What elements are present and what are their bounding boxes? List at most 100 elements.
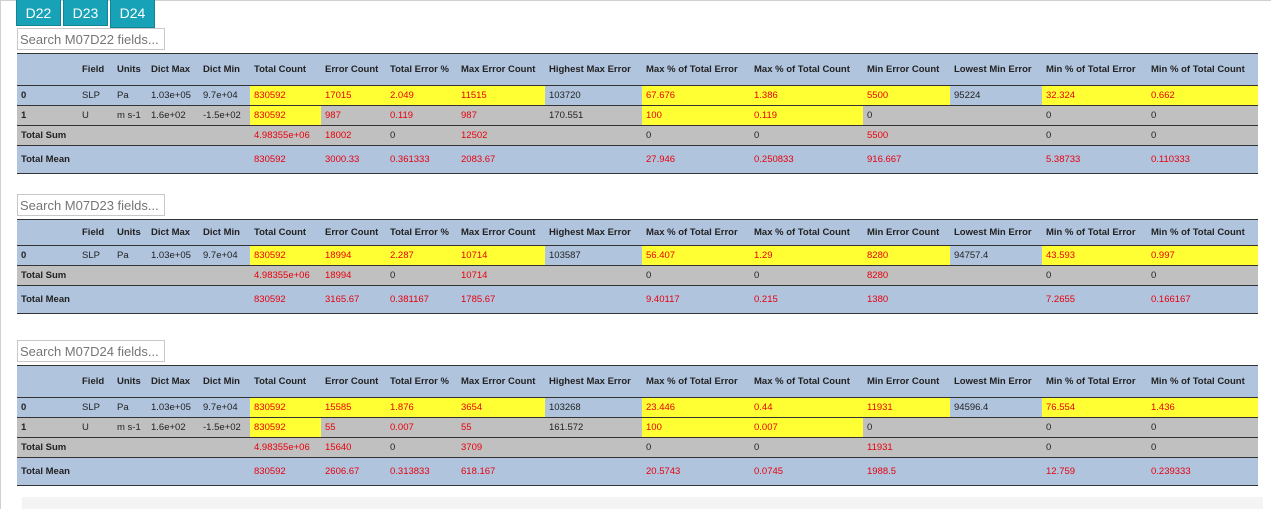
table-cell: SLP [78, 245, 113, 266]
table-cell: 1785.67 [457, 285, 545, 314]
table-cell: 0.0745 [750, 457, 863, 486]
column-header[interactable]: Min % of Total Count [1147, 365, 1258, 398]
column-header[interactable]: Error Count [321, 53, 386, 86]
column-header[interactable]: Min % of Total Error [1042, 53, 1147, 86]
column-header[interactable]: Dict Max [147, 365, 199, 398]
column-header[interactable]: Field [78, 53, 113, 86]
column-header[interactable]: Units [113, 219, 147, 246]
column-header[interactable]: Min Error Count [863, 53, 950, 86]
table-cell: 830592 [250, 285, 321, 314]
column-header[interactable]: Max Error Count [457, 365, 545, 398]
header-index[interactable] [17, 219, 78, 246]
column-header[interactable]: Min % of Total Error [1042, 219, 1147, 246]
column-header[interactable]: Total Count [250, 53, 321, 86]
column-header[interactable]: Min Error Count [863, 219, 950, 246]
table-cell: m s-1 [113, 105, 147, 126]
table-cell: 0.44 [750, 397, 863, 418]
column-header[interactable]: Min % of Total Count [1147, 53, 1258, 86]
table-cell: U [78, 417, 113, 438]
column-header[interactable]: Total Count [250, 365, 321, 398]
tab-d23[interactable]: D23 [63, 0, 108, 26]
column-header[interactable]: Error Count [321, 365, 386, 398]
table-cell: 7.2655 [1042, 285, 1147, 314]
column-header[interactable]: Max Error Count [457, 219, 545, 246]
column-header[interactable]: Units [113, 53, 147, 86]
table-cell: 3654 [457, 397, 545, 418]
row-label: 0 [17, 85, 78, 106]
column-header[interactable]: Field [78, 219, 113, 246]
column-header[interactable]: Max % of Total Error [642, 53, 750, 86]
table-cell: 0 [386, 437, 457, 458]
search-input[interactable] [17, 340, 165, 362]
table-row: 0 SLP Pa 1.03e+05 9.7e+04 830592 18994 2.287 107… [17, 245, 1258, 266]
horizontal-scrollbar[interactable] [22, 497, 1263, 509]
table-cell: 0 [1042, 105, 1147, 126]
data-table: Field Units Dict Max Dict Min Total Count Err… [17, 53, 1258, 174]
table-row: 0 SLP Pa 1.03e+05 9.7e+04 830592 15585 1.876 365… [17, 397, 1258, 418]
tab-d24[interactable]: D24 [110, 0, 155, 28]
total-mean-row: Total Mean 830592 2606.67 0.313833 618.167 20… [17, 457, 1258, 486]
table-cell: 0 [863, 105, 950, 126]
table-cell [545, 285, 642, 314]
column-header[interactable]: Field [78, 365, 113, 398]
header-index[interactable] [17, 365, 78, 398]
column-header[interactable]: Max % of Total Error [642, 365, 750, 398]
row-label: Total Sum [17, 265, 78, 286]
table-cell: 15585 [321, 397, 386, 418]
table-cell [199, 125, 250, 146]
column-header[interactable]: Lowest Min Error [950, 219, 1042, 246]
table-cell: 830592 [250, 457, 321, 486]
column-header[interactable]: Dict Max [147, 219, 199, 246]
table-cell: 23.446 [642, 397, 750, 418]
table-cell: 12.759 [1042, 457, 1147, 486]
header-index[interactable] [17, 53, 78, 86]
column-header[interactable]: Max % of Total Count [750, 219, 863, 246]
column-header[interactable]: Lowest Min Error [950, 53, 1042, 86]
column-header[interactable]: Highest Max Error [545, 53, 642, 86]
column-header[interactable]: Dict Min [199, 365, 250, 398]
total-sum-row: Total Sum 4.98355e+06 15640 0 3709 0 0 11931 0 0 [17, 437, 1258, 458]
table-cell: 9.7e+04 [199, 245, 250, 266]
table-cell: Pa [113, 85, 147, 106]
table-cell: 1.876 [386, 397, 457, 418]
column-header[interactable]: Min % of Total Error [1042, 365, 1147, 398]
column-header[interactable]: Units [113, 365, 147, 398]
column-header[interactable]: Error Count [321, 219, 386, 246]
table-cell [113, 285, 147, 314]
table-cell: SLP [78, 85, 113, 106]
column-header[interactable]: Highest Max Error [545, 219, 642, 246]
column-header[interactable]: Total Count [250, 219, 321, 246]
table-cell: 0.313833 [386, 457, 457, 486]
column-header[interactable]: Max % of Total Error [642, 219, 750, 246]
table-cell: 8280 [863, 245, 950, 266]
table-cell: 67.676 [642, 85, 750, 106]
column-header[interactable]: Highest Max Error [545, 365, 642, 398]
column-header[interactable]: Lowest Min Error [950, 365, 1042, 398]
table-cell: 0.007 [750, 417, 863, 438]
search-input[interactable] [17, 194, 165, 216]
column-header[interactable]: Total Error % [386, 365, 457, 398]
table-cell [78, 457, 113, 486]
column-header[interactable]: Max % of Total Count [750, 365, 863, 398]
top-border [0, 0, 1271, 1]
column-header[interactable]: Total Error % [386, 53, 457, 86]
table-cell [113, 437, 147, 458]
row-label: 1 [17, 105, 78, 126]
search-input[interactable] [17, 28, 165, 50]
table-cell: 18994 [321, 245, 386, 266]
total-mean-row: Total Mean 830592 3165.67 0.381167 1785.67 9.… [17, 285, 1258, 314]
table-cell [545, 265, 642, 286]
column-header[interactable]: Min % of Total Count [1147, 219, 1258, 246]
table-cell: 56.407 [642, 245, 750, 266]
column-header[interactable]: Max % of Total Count [750, 53, 863, 86]
table-cell [545, 437, 642, 458]
column-header[interactable]: Dict Min [199, 219, 250, 246]
column-header[interactable]: Dict Min [199, 53, 250, 86]
column-header[interactable]: Dict Max [147, 53, 199, 86]
table-cell [950, 457, 1042, 486]
tab-d22[interactable]: D22 [16, 0, 61, 26]
table-cell [78, 145, 113, 174]
column-header[interactable]: Total Error % [386, 219, 457, 246]
column-header[interactable]: Max Error Count [457, 53, 545, 86]
column-header[interactable]: Min Error Count [863, 365, 950, 398]
